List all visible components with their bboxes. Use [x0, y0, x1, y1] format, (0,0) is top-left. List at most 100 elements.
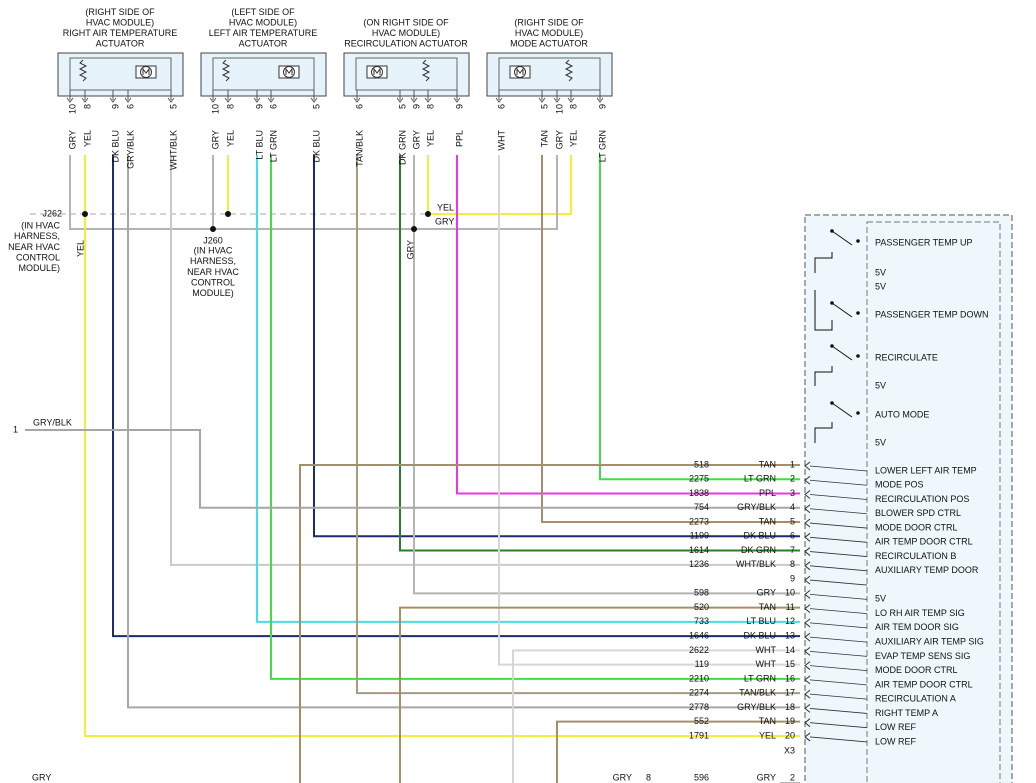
switch-contact	[856, 239, 860, 243]
splice-note: MODULE)	[192, 288, 234, 298]
pin-number: 8	[646, 772, 651, 782]
pin-number: 1	[13, 424, 18, 434]
pin-terminal	[209, 97, 217, 103]
pin-number: 10	[554, 104, 564, 114]
connector-pin: 17	[785, 688, 795, 698]
pin-function: LOW REF	[875, 736, 917, 746]
wire	[541, 155, 800, 524]
connector-pin: 7	[790, 545, 795, 555]
pin-terminal	[81, 97, 89, 103]
connector-pin: 11	[786, 602, 795, 612]
terminal-lead	[809, 579, 868, 586]
wire-color-label: GRY	[757, 588, 776, 598]
potentiometer	[221, 59, 231, 82]
wire-color-label: LT GRN	[744, 673, 776, 683]
wire-color-label: GRY/BLK	[737, 702, 776, 712]
wire	[428, 155, 572, 215]
switch-blade	[831, 230, 853, 246]
circuit-number: 1791	[689, 730, 709, 740]
actuator-title: (ON RIGHT SIDE OF	[363, 17, 449, 27]
motor-m	[516, 67, 524, 75]
pin-terminal	[538, 97, 546, 103]
pin-terminal	[224, 97, 232, 103]
pin-function: LO RH AIR TEMP SIG	[875, 608, 965, 618]
switch-blade	[831, 302, 853, 318]
terminal-lead	[809, 693, 868, 700]
connector-terminal	[804, 718, 811, 728]
actuator-inner	[498, 57, 601, 91]
wire-color-label: LT BLU	[746, 616, 776, 626]
wire-color-label: WHT	[496, 130, 506, 151]
wire-color-label: GRY	[32, 772, 51, 782]
splice-note: HARNESS,	[190, 256, 236, 266]
switch-blade	[831, 345, 853, 361]
pin-number: 10	[210, 104, 220, 114]
circuit-number: 1236	[689, 559, 709, 569]
actuator-inner	[355, 57, 458, 91]
actuator-box	[57, 52, 184, 97]
connector-pin: 20	[785, 730, 795, 740]
wire-color-label: LT GRN	[597, 130, 607, 162]
connector-terminal	[804, 732, 811, 742]
circuit-number: 2622	[689, 645, 709, 655]
connector-pin: 19	[785, 716, 795, 726]
wire-color-label: GRY/BLK	[33, 417, 72, 427]
wire	[84, 155, 800, 737]
terminal-lead	[809, 551, 868, 557]
wire	[399, 155, 800, 552]
wire-color-label: WHT	[756, 645, 777, 655]
connector-terminal	[804, 518, 811, 528]
actuator-title: ACTUATOR	[239, 38, 288, 48]
circuit-number: 1199	[690, 531, 709, 541]
wire-color-label: TAN	[759, 602, 776, 612]
switch-label: AUTO MODE	[875, 409, 929, 419]
switch-wire	[814, 252, 833, 273]
terminal-lead	[809, 622, 868, 629]
circuit-number: 552	[694, 716, 709, 726]
wire-color-label: WHT/BLK	[168, 130, 178, 170]
motor-m	[285, 67, 293, 75]
pin-terminal	[410, 97, 418, 103]
wire-color-label: GRY	[554, 130, 564, 149]
connector-terminal	[804, 604, 811, 613]
pin-terminal	[396, 97, 404, 103]
splice-id: J260	[203, 235, 223, 245]
switch-wire	[814, 290, 833, 331]
terminal-lead	[809, 565, 868, 572]
actuator-title: HVAC MODULE)	[515, 28, 583, 38]
pin-number: 8	[82, 104, 92, 109]
connector-terminal	[804, 561, 811, 571]
wire-color-label: WHT	[756, 659, 777, 669]
pin-function: AUXILIARY AIR TEMP SIG	[875, 636, 984, 646]
connector-terminal	[804, 589, 811, 599]
switch-label: PASSENGER TEMP DOWN	[875, 309, 989, 319]
actuator-inner	[212, 57, 315, 91]
wire-color-label: YEL	[82, 130, 92, 147]
terminal-lead	[809, 708, 868, 714]
wire-color-label: GRY	[613, 772, 632, 782]
pin-number: 5	[311, 104, 321, 109]
connector-terminal	[804, 475, 811, 485]
wire-color-label: DK BLU	[110, 130, 120, 163]
circuit-number: 520	[694, 602, 709, 612]
splice-note: MODULE)	[18, 263, 60, 273]
splice-dot	[210, 226, 216, 232]
pin-terminal	[267, 97, 275, 103]
splice-note: CONTROL	[16, 252, 60, 262]
circuit-number: 2275	[689, 474, 709, 484]
pin-terminal	[553, 97, 561, 103]
connector-terminal	[804, 532, 811, 542]
terminal-lead	[809, 636, 868, 643]
switch-panel	[866, 221, 1001, 783]
circuit-number: 2273	[689, 516, 709, 526]
pin-function: RECIRCULATION POS	[875, 494, 969, 504]
wire	[356, 155, 800, 695]
motor-m	[373, 67, 381, 75]
terminal-lead	[809, 722, 868, 729]
switch-label: 5V	[875, 267, 886, 277]
connector-terminal	[804, 704, 811, 713]
wire-color-label: YEL	[759, 730, 776, 740]
circuit-number: 1614	[689, 545, 709, 555]
wire-color-label: GRY	[67, 130, 77, 149]
